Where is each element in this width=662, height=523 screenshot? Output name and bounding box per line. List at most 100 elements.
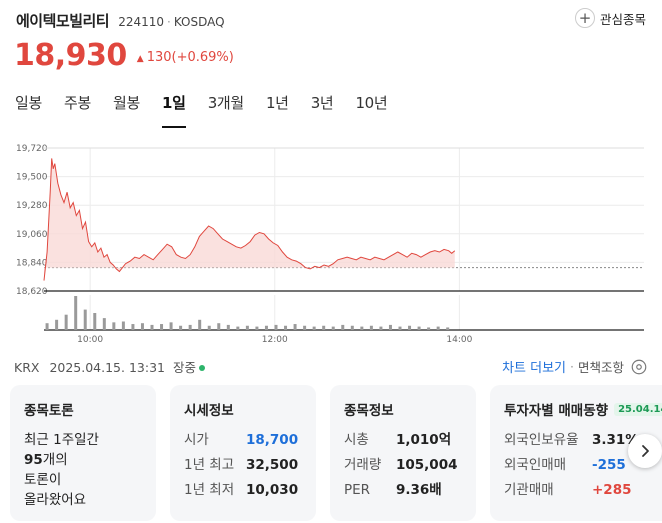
volume-bar bbox=[160, 324, 164, 330]
volume-bar bbox=[198, 319, 202, 330]
stock-info-value: 9.36배 bbox=[396, 482, 442, 498]
stock-info-key: 거래량 bbox=[344, 457, 382, 473]
discussion-card[interactable]: 종목토론 최근 1주일간 95개의 토론이 올라왔어요 bbox=[10, 385, 156, 521]
volume-bar bbox=[274, 324, 278, 330]
price-area bbox=[44, 158, 455, 281]
tab-monthly[interactable]: 월봉 bbox=[113, 94, 141, 112]
investor-date-badge: 25.04.14 bbox=[614, 402, 662, 416]
tab-daily[interactable]: 일봉 bbox=[15, 94, 43, 112]
link-separator: · bbox=[570, 359, 574, 374]
volume-bar bbox=[188, 324, 192, 330]
volume-bar bbox=[436, 326, 440, 330]
y-tick-label: 19,720 bbox=[16, 144, 48, 154]
tab-3months[interactable]: 3개월 bbox=[207, 94, 245, 112]
volume-bar bbox=[255, 326, 259, 330]
discussion-count: 95 bbox=[24, 452, 43, 468]
info-cards: 종목토론 최근 1주일간 95개의 토론이 올라왔어요 시세정보 시가 18,70… bbox=[10, 385, 662, 523]
discussion-line3: 토론이 bbox=[24, 472, 62, 488]
discussion-count-line: 95개의 bbox=[24, 450, 142, 470]
volume-bar bbox=[369, 325, 373, 330]
quote-value: 32,500 bbox=[246, 457, 299, 473]
price-change-value: 130(+0.69%) bbox=[146, 50, 234, 65]
investor-value: +285 bbox=[592, 482, 632, 498]
chart-svg[interactable]: 19,720 19,500 19,280 19,060 18,840 18,620 10:0… bbox=[0, 140, 662, 350]
volume-bar bbox=[331, 326, 335, 330]
volume-bar bbox=[350, 325, 354, 330]
investor-value: 3.31% bbox=[592, 432, 639, 448]
volume-bar bbox=[74, 296, 78, 330]
quote-row: 시가 18,700 bbox=[184, 430, 302, 450]
stock-name: 에이텍모빌리티 bbox=[16, 12, 110, 30]
watchlist-label: 관심종목 bbox=[599, 11, 646, 27]
volume-bar bbox=[83, 309, 87, 330]
quote-title: 시세정보 bbox=[184, 403, 234, 419]
quote-row: 1년 최고 32,500 bbox=[184, 455, 302, 475]
investor-value: -255 bbox=[592, 457, 626, 473]
stock-info-key: 시총 bbox=[344, 432, 369, 448]
stock-info-card[interactable]: 종목정보 시총 1,010억 거래량 105,004 PER 9.36배 bbox=[330, 385, 476, 521]
quote-row: 1년 최저 10,030 bbox=[184, 480, 302, 500]
y-tick-label: 18,840 bbox=[16, 258, 48, 268]
exchange-label: KRX bbox=[14, 360, 40, 375]
volume-bar bbox=[64, 314, 68, 330]
live-dot-icon bbox=[198, 365, 205, 371]
volume-bar bbox=[245, 325, 249, 330]
chart-more-link[interactable]: 차트 더보기 bbox=[502, 361, 566, 376]
investor-key: 외국인보유율 bbox=[504, 432, 579, 448]
stock-info-key: PER bbox=[344, 482, 371, 498]
market-status: 장중 bbox=[172, 360, 196, 375]
volume-bar bbox=[388, 324, 392, 330]
volume-bar bbox=[398, 326, 402, 330]
quote-card[interactable]: 시세정보 시가 18,700 1년 최고 32,500 1년 최저 10,030 bbox=[170, 385, 316, 521]
volume-bar bbox=[379, 326, 383, 330]
discussion-line1: 최근 1주일간 bbox=[24, 432, 99, 448]
watchlist-button[interactable]: + 관심종목 bbox=[574, 8, 646, 28]
volume-bar bbox=[45, 323, 49, 330]
stock-info-row: PER 9.36배 bbox=[344, 480, 462, 500]
investor-key: 외국인매매 bbox=[504, 457, 567, 473]
tab-1year[interactable]: 1년 bbox=[265, 94, 289, 112]
volume-bar bbox=[226, 324, 230, 330]
plus-icon: + bbox=[574, 8, 595, 28]
volume-bar bbox=[293, 324, 297, 330]
quote-key: 1년 최고 bbox=[184, 457, 235, 473]
volume-bar bbox=[179, 325, 183, 330]
stock-info-row: 거래량 105,004 bbox=[344, 455, 462, 475]
x-tick-label: 12:00 bbox=[262, 335, 288, 345]
next-card-button[interactable] bbox=[628, 434, 662, 468]
stock-info-value: 105,004 bbox=[396, 457, 458, 473]
x-tick-label: 10:00 bbox=[77, 335, 103, 345]
tab-10years[interactable]: 10년 bbox=[355, 94, 388, 112]
volume-bar bbox=[427, 327, 431, 330]
discussion-title: 종목토론 bbox=[24, 403, 74, 419]
stock-market: KOSDAQ bbox=[173, 15, 225, 29]
volume-bar bbox=[303, 325, 307, 330]
volume-bar bbox=[312, 326, 316, 330]
volume-bar bbox=[408, 325, 412, 330]
volume-bar bbox=[417, 326, 421, 330]
investor-key: 기관매매 bbox=[504, 482, 554, 498]
volume-bar bbox=[236, 326, 240, 330]
stock-info-title: 종목정보 bbox=[344, 403, 394, 419]
volume-bar bbox=[93, 313, 97, 330]
volume-bar bbox=[121, 321, 125, 330]
tab-1day[interactable]: 1일 bbox=[162, 92, 186, 128]
intraday-chart[interactable]: 19,720 19,500 19,280 19,060 18,840 18,620 10:0… bbox=[0, 140, 662, 350]
chart-footer: KRX 2025.04.15. 13:31 장중 차트 더보기 · 면책조항 bbox=[14, 357, 648, 377]
gear-icon[interactable] bbox=[630, 358, 648, 376]
volume-bar bbox=[341, 324, 345, 330]
disclaimer-link[interactable]: 면책조항 bbox=[577, 360, 624, 375]
tab-weekly[interactable]: 주봉 bbox=[64, 94, 92, 112]
up-triangle-icon: ▲ bbox=[136, 54, 144, 64]
volume-bar bbox=[55, 319, 59, 330]
quote-value: 18,700 bbox=[246, 432, 299, 448]
investor-row: 기관매매 +285 bbox=[504, 480, 662, 500]
volume-bar bbox=[131, 324, 135, 330]
quote-key: 시가 bbox=[184, 432, 209, 448]
discussion-line4: 올라왔어요 bbox=[24, 492, 87, 508]
discussion-count-suffix: 개의 bbox=[42, 452, 68, 468]
quote-key: 1년 최저 bbox=[184, 482, 235, 498]
investor-title: 투자자별 매매동향 bbox=[504, 403, 609, 419]
tab-3years[interactable]: 3년 bbox=[310, 94, 334, 112]
